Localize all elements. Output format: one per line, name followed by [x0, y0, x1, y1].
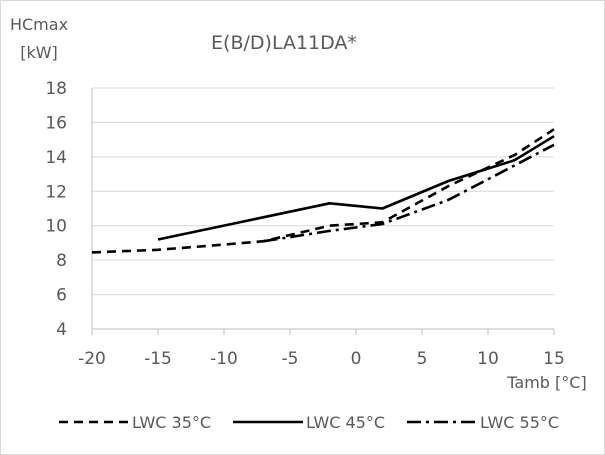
series-line-3 — [263, 143, 555, 243]
y-tick-label: 10 — [45, 217, 67, 237]
y-tick-label: 18 — [45, 79, 67, 99]
x-tick-label: -20 — [78, 349, 106, 369]
y-axis-label-line1: HCmax — [10, 15, 68, 34]
y-tick-label: 8 — [56, 251, 67, 271]
y-tick-label: 4 — [56, 320, 67, 340]
x-tick-label: 5 — [417, 349, 428, 369]
x-axis-label: Tamb [°C] — [506, 373, 586, 392]
y-tick-label: 12 — [45, 182, 67, 202]
legend-label-2: LWC 45°C — [306, 413, 385, 432]
x-tick-label: 15 — [543, 349, 565, 369]
chart-title: E(B/D)LA11DA* — [211, 32, 357, 54]
y-tick-label: 6 — [56, 286, 67, 306]
y-tick-label: 14 — [45, 148, 67, 168]
x-tick-label: -15 — [144, 349, 172, 369]
x-tick-label: 0 — [351, 349, 362, 369]
y-tick-label: 16 — [45, 113, 67, 133]
legend: LWC 35°C LWC 45°C LWC 55°C — [59, 413, 559, 432]
y-axis-label-line2: [kW] — [20, 43, 58, 62]
x-tick-label: 10 — [477, 349, 499, 369]
x-tick-label: -10 — [210, 349, 238, 369]
legend-label-3: LWC 55°C — [480, 413, 559, 432]
legend-label-1: LWC 35°C — [132, 413, 211, 432]
series-line-2 — [157, 135, 555, 241]
x-tick-label: -5 — [282, 349, 299, 369]
